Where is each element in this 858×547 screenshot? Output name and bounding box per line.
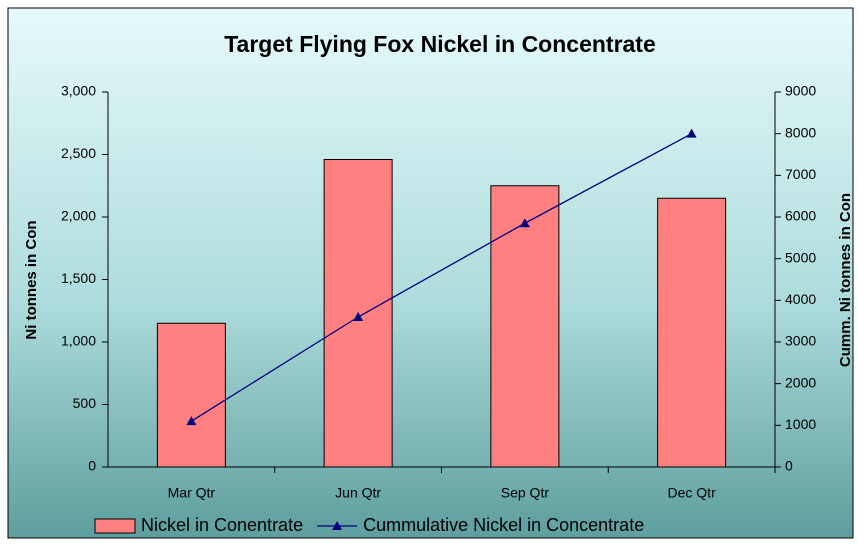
y2-tick-label: 2000 bbox=[785, 374, 816, 390]
y2-axis-title: Cumm. Ni tonnes in Con bbox=[837, 193, 854, 367]
y-axis-title: Ni tonnes in Con bbox=[23, 220, 40, 339]
y2-tick-label: 3000 bbox=[785, 333, 816, 349]
x-tick-label: Jun Qtr bbox=[335, 485, 381, 501]
y2-tick-label: 6000 bbox=[785, 208, 816, 224]
y2-tick-label: 7000 bbox=[785, 166, 816, 182]
legend-label: Cummulative Nickel in Concentrate bbox=[363, 515, 644, 535]
line-marker bbox=[353, 312, 364, 321]
y2-tick-label: 4000 bbox=[785, 291, 816, 307]
y2-tick-label: 0 bbox=[785, 458, 793, 474]
y-tick-label: 1,500 bbox=[61, 270, 96, 286]
line-marker bbox=[686, 128, 697, 138]
y-tick-label: 2,000 bbox=[61, 208, 96, 224]
y-tick-label: 1,000 bbox=[61, 333, 96, 349]
x-tick-label: Mar Qtr bbox=[168, 485, 216, 501]
y-tick-label: 2,500 bbox=[61, 145, 96, 161]
x-tick-label: Sep Qtr bbox=[501, 485, 550, 501]
line bbox=[191, 133, 692, 422]
y2-tick-label: 1000 bbox=[785, 416, 816, 432]
line-marker bbox=[186, 416, 197, 426]
chart-title: Target Flying Fox Nickel in Concentrate bbox=[224, 31, 656, 57]
legend-swatch bbox=[94, 518, 136, 534]
bar bbox=[490, 185, 560, 468]
legend-label: Nickel in Conentrate bbox=[141, 515, 303, 535]
y2-tick-label: 8000 bbox=[785, 124, 816, 140]
legend-marker bbox=[332, 521, 343, 530]
y2-tick-label: 5000 bbox=[785, 249, 816, 265]
y-tick-label: 0 bbox=[88, 458, 96, 474]
line-marker bbox=[519, 218, 530, 228]
x-tick-label: Dec Qtr bbox=[668, 485, 717, 501]
y-tick-label: 3,000 bbox=[61, 83, 96, 99]
bar bbox=[657, 197, 727, 468]
chart-background bbox=[7, 7, 854, 539]
y-tick-label: 500 bbox=[73, 395, 97, 411]
y2-tick-label: 9000 bbox=[785, 83, 816, 99]
bar bbox=[156, 322, 226, 468]
